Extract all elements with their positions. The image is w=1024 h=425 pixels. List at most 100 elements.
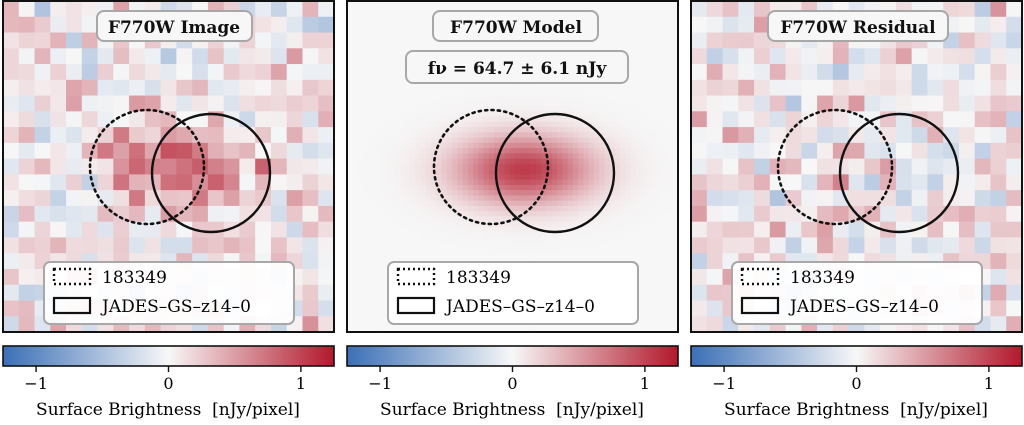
pixel (635, 216, 642, 223)
pixel (520, 121, 527, 128)
pixel (394, 132, 401, 139)
pixel (691, 253, 708, 270)
pixel (593, 174, 600, 181)
pixel (651, 85, 658, 91)
pixel (399, 69, 406, 76)
pixel (625, 43, 632, 49)
pixel (625, 132, 632, 139)
pixel (646, 179, 653, 186)
pixel (504, 184, 511, 191)
pixel (754, 190, 771, 207)
pixel (457, 132, 464, 139)
pixel (446, 127, 453, 133)
panel-frame (346, 0, 679, 333)
pixel (383, 305, 390, 312)
pixel (578, 232, 585, 239)
pixel (625, 121, 632, 128)
pixel (722, 48, 739, 65)
pixel (599, 11, 606, 18)
pixel (255, 32, 272, 49)
pixel (620, 6, 627, 13)
pixel (583, 127, 590, 133)
pixel (499, 121, 506, 128)
pixel (541, 6, 548, 13)
pixel (662, 305, 669, 312)
pixel (415, 216, 422, 223)
pixel (483, 190, 490, 196)
pixel (452, 247, 458, 254)
pixel (362, 253, 369, 260)
colorbar-tick-label: −1 (712, 374, 736, 393)
pixel (404, 158, 411, 165)
pixel (583, 153, 590, 160)
pixel (462, 221, 469, 228)
pixel (551, 200, 558, 207)
pixel (625, 106, 632, 112)
pixel (754, 237, 771, 254)
pixel (641, 90, 648, 97)
pixel (357, 69, 364, 76)
pixel (404, 1, 411, 7)
pixel (368, 22, 374, 28)
pixel (672, 100, 679, 107)
colorbar-tick-label: 1 (984, 374, 994, 393)
pixel (347, 305, 353, 312)
pixel (641, 232, 648, 239)
pixel (520, 211, 527, 218)
pixel (572, 158, 579, 165)
pixel (255, 158, 272, 175)
pixel (473, 148, 479, 154)
pixel (609, 137, 616, 144)
pixel (604, 221, 611, 228)
pixel (651, 53, 658, 60)
pixel (394, 211, 401, 218)
pixel (113, 48, 130, 65)
pixel (404, 95, 411, 102)
pixel (494, 137, 500, 144)
pixel (578, 43, 585, 49)
pixel (1006, 237, 1023, 254)
pixel (583, 142, 590, 149)
pixel (160, 237, 177, 254)
pixel (635, 48, 642, 55)
pixel (373, 211, 380, 218)
pixel (536, 142, 542, 149)
pixel (504, 95, 511, 102)
pixel (457, 195, 464, 202)
pixel (270, 174, 288, 191)
pixel (599, 190, 606, 196)
pixel (389, 37, 395, 44)
pixel (357, 216, 364, 223)
pixel (446, 200, 453, 207)
pixel (801, 111, 818, 128)
pixel (383, 95, 390, 102)
pixel (769, 174, 787, 191)
pixel (368, 195, 374, 202)
pixel (662, 289, 669, 296)
pixel (672, 226, 679, 233)
pixel (536, 247, 542, 254)
pixel (990, 316, 1007, 333)
pixel (651, 90, 658, 97)
pixel (478, 132, 485, 139)
pixel (588, 211, 595, 218)
pixel (541, 90, 548, 97)
pixel (578, 90, 585, 97)
pixel (446, 100, 453, 107)
pixel (473, 221, 479, 228)
pixel (352, 127, 359, 133)
pixel (662, 32, 669, 39)
pixel (352, 195, 359, 202)
pixel (641, 221, 648, 228)
pixel (255, 205, 272, 223)
pixel (483, 137, 490, 144)
pixel (599, 116, 606, 123)
pixel (347, 253, 353, 260)
pixel (620, 242, 627, 249)
pixel (452, 100, 458, 107)
pixel (562, 137, 569, 144)
pixel (651, 132, 658, 139)
pixel (630, 179, 637, 186)
pixel (672, 48, 679, 55)
pixel (420, 121, 427, 128)
